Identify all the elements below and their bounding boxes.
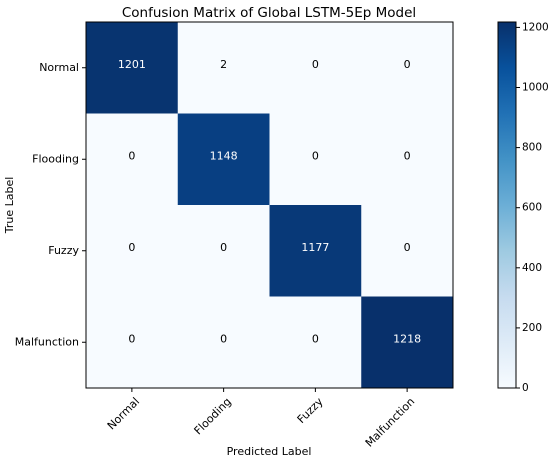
- heatmap-cell: [177, 296, 270, 389]
- y-axis-label: True Label: [3, 177, 16, 235]
- cell-value-label: 0: [312, 149, 319, 162]
- y-tick-label: Fuzzy: [48, 244, 79, 257]
- cell-value-label: 1201: [118, 58, 146, 71]
- cell-value-label: 0: [404, 149, 411, 162]
- heatmap-cell: [269, 113, 362, 206]
- heatmap-cell: [177, 113, 270, 206]
- y-tick-label: Flooding: [32, 152, 79, 165]
- heatmap-cell: [269, 296, 362, 389]
- plot-frame: [85, 21, 454, 389]
- colorbar-tick-label: 1200: [522, 21, 549, 33]
- heatmap-cell: [269, 22, 362, 114]
- cell-value-label: 0: [128, 241, 135, 254]
- colorbar-tick-label: 600: [522, 202, 542, 214]
- x-axis-label: Predicted Label: [227, 445, 312, 458]
- heatmap-cell: [177, 22, 270, 114]
- colorbar-tick-label: 0: [522, 382, 529, 394]
- cell-value-label: 0: [128, 149, 135, 162]
- y-tick-label: Malfunction: [15, 335, 79, 348]
- colorbar-tick-label: 1000: [522, 82, 549, 94]
- colorbar-tick-label: 400: [522, 262, 542, 274]
- heatmap-cell: [86, 205, 179, 297]
- cell-value-label: 0: [312, 332, 319, 345]
- x-tick-label: Malfunction: [363, 395, 418, 450]
- colorbar: [497, 21, 517, 389]
- heatmap-cells: [86, 22, 454, 389]
- cell-value-label: 0: [312, 58, 319, 71]
- colorbar-tick-label: 800: [522, 142, 542, 154]
- heatmap-cell: [269, 205, 362, 297]
- x-tick-label: Normal: [105, 395, 142, 432]
- heatmap-cell: [361, 22, 454, 114]
- cell-value-label: 0: [404, 58, 411, 71]
- heatmap-cell: [361, 205, 454, 297]
- y-tick-label: Normal: [39, 61, 79, 74]
- x-tick-label: Fuzzy: [295, 395, 326, 426]
- colorbar-ticks: 0 200 400 600 800 1000 1200: [516, 21, 549, 394]
- x-axis-ticks: Normal Flooding Fuzzy Malfunction: [105, 388, 418, 450]
- heatmap-cell: [86, 22, 179, 114]
- cell-value-label: 0: [404, 241, 411, 254]
- cell-value-labels: 1201 2 0 0 0 1148 0 0 0 0 1177 0 0 0 0 1218: [118, 58, 421, 346]
- cell-value-label: 1177: [301, 241, 329, 254]
- cell-value-label: 1148: [210, 149, 238, 162]
- cell-value-label: 0: [220, 241, 227, 254]
- cell-value-label: 0: [128, 332, 135, 345]
- cell-value-label: 2: [220, 58, 227, 71]
- colorbar-tick-label: 200: [522, 322, 542, 334]
- cell-value-label: 0: [220, 332, 227, 345]
- chart-title: Confusion Matrix of Global LSTM-5Ep Mode…: [122, 5, 416, 21]
- cell-value-label: 1218: [393, 332, 421, 345]
- heatmap-cell: [86, 296, 179, 389]
- heatmap-cell: [361, 296, 454, 389]
- heatmap-cell: [177, 205, 270, 297]
- y-axis-ticks: Normal Flooding Fuzzy Malfunction: [15, 61, 86, 348]
- heatmap-cell: [86, 113, 179, 206]
- heatmap-cell: [361, 113, 454, 206]
- x-tick-label: Flooding: [192, 395, 234, 437]
